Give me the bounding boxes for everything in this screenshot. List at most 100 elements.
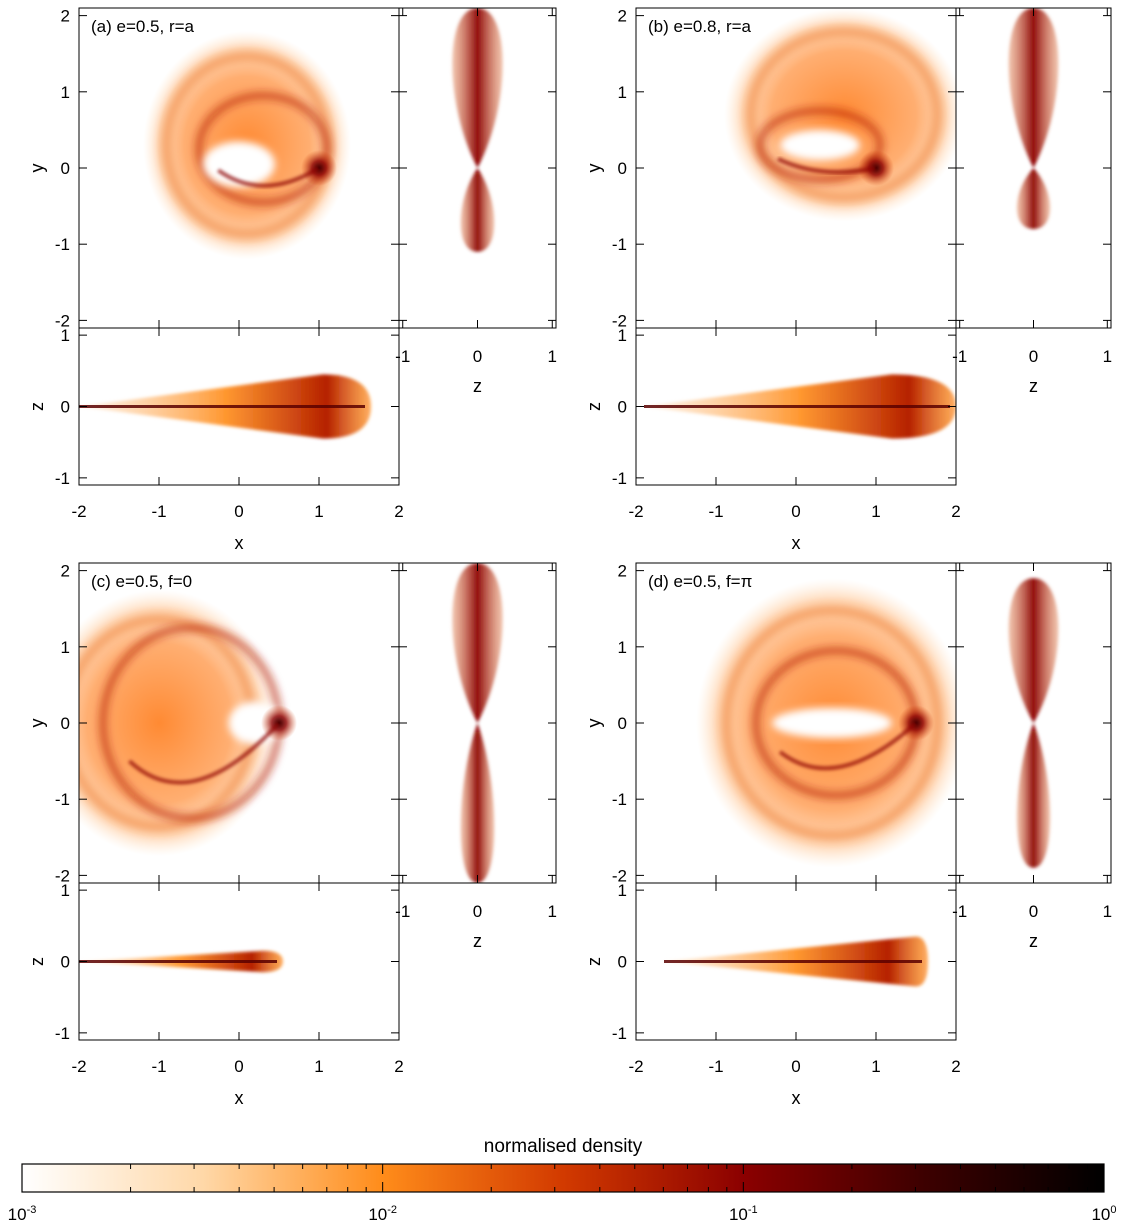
xy-ytick-label: -1 xyxy=(55,235,70,254)
xz-xtick-label: 0 xyxy=(791,502,800,521)
xz-xtick-label: 0 xyxy=(234,502,243,521)
xz-ylabel: z xyxy=(584,957,604,966)
colorbar-tick-label: 10-1 xyxy=(729,1204,758,1224)
xy-ytick-label: 2 xyxy=(618,562,627,581)
xz-xtick-label: 0 xyxy=(234,1057,243,1076)
xz-ytick-label: -1 xyxy=(612,1024,627,1043)
lower-lobe xyxy=(1016,723,1051,868)
density-hole xyxy=(780,129,860,161)
xz-ytick-label: 1 xyxy=(618,881,627,900)
xz-xtick-label: 1 xyxy=(871,502,880,521)
xz-xtick-label: 2 xyxy=(394,502,403,521)
xy-ytick-label: 2 xyxy=(618,7,627,26)
zy-xlabel: z xyxy=(473,376,482,396)
xz-density-map xyxy=(79,950,283,973)
panel-title: (d) e=0.5, f=π xyxy=(648,572,752,591)
zy-xtick-label: -1 xyxy=(952,902,967,921)
orbit-loop xyxy=(195,91,331,207)
xz-ytick-label: 0 xyxy=(61,953,70,972)
zy-xtick-label: -1 xyxy=(395,347,410,366)
xy-ytick-label: -2 xyxy=(55,311,70,330)
density-hole xyxy=(772,707,892,739)
xy-density-map xyxy=(724,8,956,222)
xy-ytick-label: 2 xyxy=(61,7,70,26)
panel-title: (c) e=0.5, f=0 xyxy=(91,572,192,591)
zy-xtick-label: -1 xyxy=(395,902,410,921)
xz-density-map xyxy=(644,374,956,439)
dense-stream xyxy=(777,157,877,175)
xy-ytick-label: 0 xyxy=(61,159,70,178)
zy-xtick-label: 0 xyxy=(473,347,482,366)
xz-xtick-label: 2 xyxy=(951,1057,960,1076)
xz-xtick-label: -1 xyxy=(151,502,166,521)
upper-lobe xyxy=(452,8,503,168)
zy-xtick-label: 1 xyxy=(1103,902,1112,921)
xy-ytick-label: -2 xyxy=(612,311,627,330)
dense-stream xyxy=(217,166,321,188)
xy-ytick-label: 1 xyxy=(618,83,627,102)
xz-xtick-label: -2 xyxy=(628,502,643,521)
xz-ylabel: z xyxy=(27,957,47,966)
xz-ylabel: z xyxy=(27,402,47,411)
xz-ytick-label: 0 xyxy=(618,953,627,972)
xz-ytick-label: -1 xyxy=(55,469,70,488)
zy-density-map xyxy=(1008,578,1059,868)
zy-density-map xyxy=(1008,8,1059,229)
xz-xlabel: x xyxy=(792,533,801,553)
xy-density-map xyxy=(79,589,297,857)
upper-lobe xyxy=(1008,8,1059,168)
xy-density-map xyxy=(143,30,351,260)
xy-ytick-label: 0 xyxy=(61,714,70,733)
xz-ytick-label: 1 xyxy=(618,326,627,345)
colorbar-tick-label: 10-3 xyxy=(8,1204,37,1224)
xy-ytick-label: -2 xyxy=(612,866,627,885)
xz-xlabel: x xyxy=(235,1088,244,1108)
xz-xtick-label: -2 xyxy=(71,1057,86,1076)
zy-xtick-label: 0 xyxy=(1029,347,1038,366)
colorbar: normalised density 10-3 10-2 10-1 100 xyxy=(8,1136,1117,1224)
xy-ytick-label: 1 xyxy=(61,638,70,657)
xz-xtick-label: -2 xyxy=(628,1057,643,1076)
panel-title: (b) e=0.8, r=a xyxy=(648,17,752,36)
xy-ytick-label: 1 xyxy=(61,83,70,102)
xy-density-map xyxy=(696,578,956,868)
xz-ytick-label: 1 xyxy=(61,881,70,900)
zy-xlabel: z xyxy=(473,931,482,951)
colorbar-tick-label: 10-2 xyxy=(368,1204,397,1224)
xy-ytick-label: 0 xyxy=(618,714,627,733)
xz-ytick-label: 0 xyxy=(61,398,70,417)
xy-ytick-label: -1 xyxy=(612,235,627,254)
lower-lobe xyxy=(460,168,495,252)
xy-ytick-label: -1 xyxy=(612,790,627,809)
panel-title: (a) e=0.5, r=a xyxy=(91,17,195,36)
xz-xlabel: x xyxy=(235,533,244,553)
xy-ytick-label: -1 xyxy=(55,790,70,809)
zy-xtick-label: 0 xyxy=(473,902,482,921)
upper-lobe xyxy=(452,563,503,723)
xy-ylabel: y xyxy=(584,164,604,173)
xz-ytick-label: -1 xyxy=(55,1024,70,1043)
xy-ylabel: y xyxy=(27,719,47,728)
lower-lobe xyxy=(1016,168,1051,229)
zy-xtick-label: 1 xyxy=(548,347,557,366)
zy-xtick-label: 1 xyxy=(548,902,557,921)
density-hole xyxy=(203,141,275,188)
xz-xtick-label: -2 xyxy=(71,502,86,521)
xz-ytick-label: 1 xyxy=(61,326,70,345)
xz-density-map xyxy=(664,936,928,987)
density-ring xyxy=(720,605,944,841)
zy-xlabel: z xyxy=(1029,376,1038,396)
orbit-loop xyxy=(756,106,884,184)
xz-xtick-label: 2 xyxy=(394,1057,403,1076)
zy-xlabel: z xyxy=(1029,931,1038,951)
xz-xtick-label: -1 xyxy=(708,1057,723,1076)
xz-xtick-label: 1 xyxy=(871,1057,880,1076)
density-ring xyxy=(745,26,943,203)
dense-stream xyxy=(128,721,281,785)
xz-xtick-label: -1 xyxy=(708,502,723,521)
dense-stream xyxy=(778,721,918,771)
xy-ylabel: y xyxy=(27,164,47,173)
